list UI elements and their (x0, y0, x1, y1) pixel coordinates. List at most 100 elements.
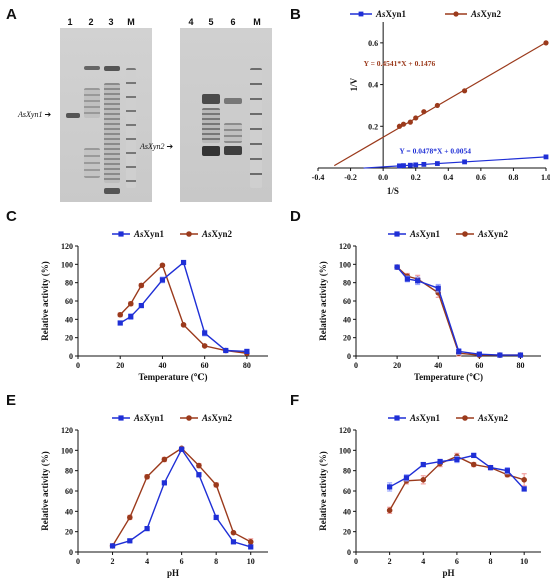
data-point (196, 472, 202, 478)
data-point (404, 276, 410, 282)
data-point (247, 539, 254, 545)
data-point (387, 484, 393, 490)
x-tick-label: 10 (520, 557, 528, 566)
data-point (138, 282, 145, 289)
x-tick-label: 0.8 (508, 173, 518, 182)
data-point (471, 452, 477, 459)
y-tick-label: 0 (347, 352, 351, 361)
data-point (159, 262, 166, 269)
legend-label: AsXyn2 (477, 229, 509, 239)
data-point (159, 277, 166, 283)
y-axis-label: Relative activity (%) (40, 451, 50, 530)
x-tick-label: 2 (111, 557, 115, 566)
x-axis-label: 1/S (387, 186, 399, 196)
data-point (413, 162, 419, 168)
x-tick-label: 0.2 (411, 173, 421, 182)
y-tick-label: 0.2 (368, 122, 378, 131)
data-point (437, 458, 443, 465)
data-point (401, 163, 406, 169)
legend-marker (186, 231, 192, 237)
panel-letter-c: C (6, 208, 17, 225)
x-tick-label: 0 (354, 361, 358, 370)
regression-equation: Y = 0.0478*X + 0.0054 (399, 146, 471, 155)
legend-marker (462, 415, 468, 421)
y-tick-label: 80 (65, 467, 73, 476)
data-point (543, 40, 549, 46)
gel2-lane-label: 4 (188, 17, 194, 27)
data-point (521, 477, 527, 483)
data-point (435, 285, 441, 291)
data-point (161, 456, 168, 463)
data-point (434, 161, 440, 166)
data-point (543, 154, 549, 160)
y-tick-label: 100 (61, 260, 73, 269)
gel2-lane-label: 6 (230, 17, 236, 27)
data-point (144, 473, 150, 480)
gel2-lane-label: M (253, 17, 261, 27)
data-point (244, 348, 250, 355)
data-point (396, 123, 403, 129)
data-point (407, 162, 413, 168)
panel-letter-e: E (6, 392, 17, 409)
legend-marker (118, 415, 124, 421)
data-point (421, 109, 427, 115)
x-tick-label: -0.2 (344, 173, 357, 182)
legend-marker (358, 11, 364, 17)
data-point (421, 161, 427, 167)
y-tick-label: 60 (65, 297, 73, 306)
panel-letter-b: B (290, 6, 301, 23)
data-point (456, 348, 462, 355)
x-tick-label: 0 (354, 557, 358, 566)
gel1-lane-label: 3 (108, 17, 114, 27)
legend-label: AsXyn1 (409, 229, 441, 239)
data-point (213, 514, 219, 521)
legend-label: AsXyn1 (375, 9, 407, 19)
data-point (127, 300, 134, 307)
gel1-arrow-label: AsXyn1 ➔ (18, 110, 52, 119)
data-point (487, 465, 494, 471)
data-point (223, 347, 229, 354)
data-point (161, 480, 167, 486)
gel-image-1 (60, 28, 152, 202)
y-tick-label: 60 (65, 487, 73, 496)
data-point (521, 486, 527, 492)
y-tick-label: 120 (61, 242, 73, 251)
legend-marker (462, 231, 468, 237)
x-axis-label: Temperature (℃) (138, 372, 207, 382)
legend-marker (394, 415, 400, 421)
data-point (434, 102, 440, 109)
data-point (517, 352, 524, 358)
y-tick-label: 80 (343, 279, 351, 288)
data-point (127, 538, 133, 544)
data-point (476, 351, 482, 357)
y-tick-label: 40 (65, 315, 73, 324)
y-axis-label: Relative activity (%) (40, 261, 50, 340)
x-axis-label: pH (167, 568, 179, 578)
data-point (400, 121, 407, 127)
y-tick-label: 20 (343, 334, 351, 343)
x-axis-label: pH (442, 568, 454, 578)
x-tick-label: 60 (475, 361, 483, 370)
data-point (117, 320, 123, 326)
y-tick-label: 20 (343, 528, 351, 537)
x-tick-label: 0 (76, 557, 80, 566)
y-axis-label: Relative activity (%) (318, 451, 328, 530)
x-tick-label: 0.4 (443, 173, 453, 182)
gel1-lane-label: 2 (88, 17, 94, 27)
panel-letter-a: A (6, 6, 17, 23)
x-tick-label: 20 (393, 361, 401, 370)
series-line (119, 263, 247, 354)
data-point (420, 461, 426, 468)
x-tick-label: 4 (145, 557, 149, 566)
legend-label: AsXyn1 (409, 413, 441, 423)
y-tick-label: 120 (61, 426, 73, 435)
panel-a: A 1 2 3 M AsXyn1 ➔ 4 5 6 M AsXyn2 ➔ (0, 0, 275, 205)
x-tick-label: 8 (489, 557, 493, 566)
data-point (420, 477, 427, 483)
y-axis-label: Relative activity (%) (318, 261, 328, 340)
y-tick-label: 40 (65, 507, 73, 516)
y-tick-label: 100 (61, 446, 73, 455)
y-tick-label: 0.6 (368, 39, 378, 48)
x-tick-label: 60 (201, 361, 209, 370)
data-point (403, 475, 410, 481)
